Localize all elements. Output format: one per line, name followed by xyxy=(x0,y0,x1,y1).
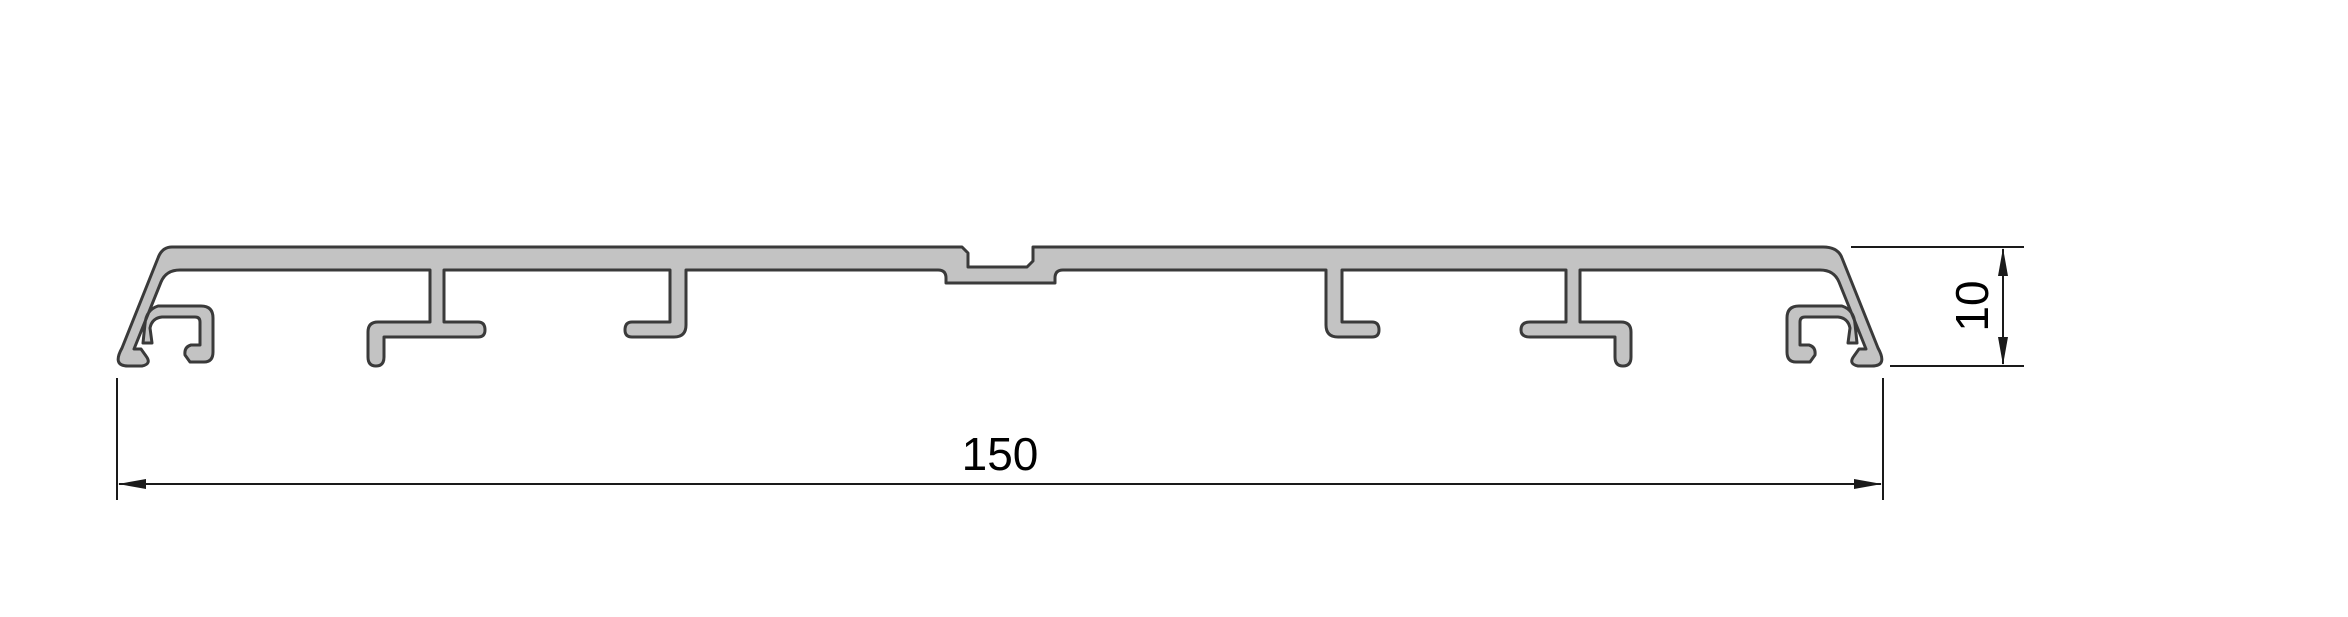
height-dimension-label: 10 xyxy=(1946,280,1998,331)
extrusion-profile xyxy=(116,245,1884,368)
width-arrow-left xyxy=(118,479,146,489)
width-dimension-label: 150 xyxy=(962,428,1039,480)
width-arrow-right xyxy=(1854,479,1882,489)
width-dimension: 150 xyxy=(116,378,1884,500)
height-arrow-bottom xyxy=(1998,337,2008,365)
height-dimension: 10 xyxy=(1851,246,2024,367)
height-arrow-top xyxy=(1998,248,2008,276)
